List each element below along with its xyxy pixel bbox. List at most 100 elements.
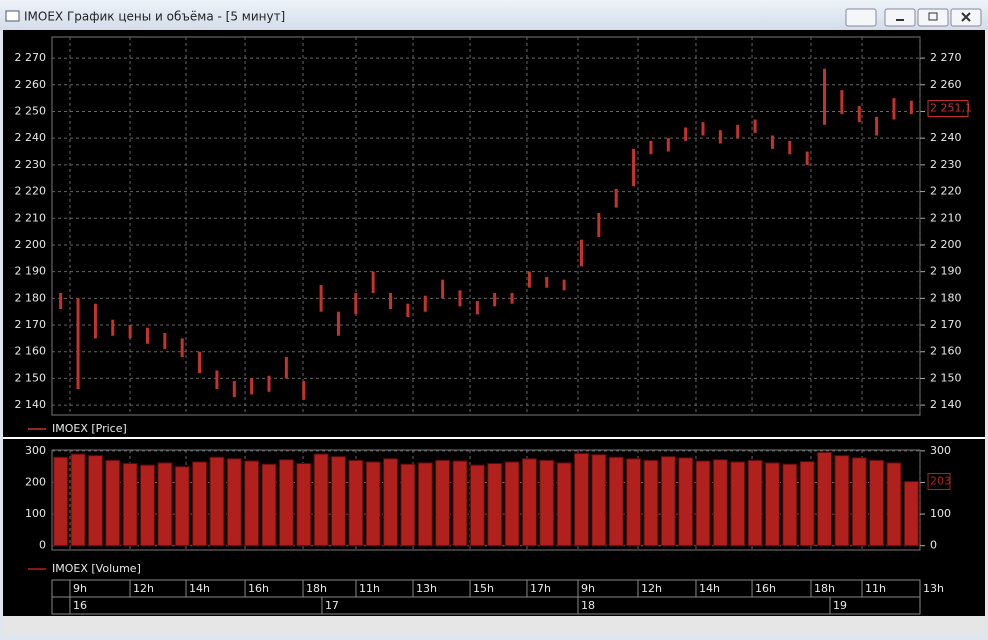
volume-bar bbox=[53, 456, 69, 547]
time-tick-label: 14h bbox=[189, 582, 210, 595]
volume-bar bbox=[521, 458, 537, 547]
volume-bar bbox=[157, 462, 173, 547]
volume-bar bbox=[747, 459, 763, 547]
time-tick-label: 12h bbox=[133, 582, 154, 595]
y-tick-label-right: 2 270 bbox=[930, 51, 962, 64]
time-tick-label: 16h bbox=[755, 582, 776, 595]
legend-label: IMOEX [Price] bbox=[52, 422, 127, 435]
y-tick-label-right: 2 200 bbox=[930, 238, 962, 251]
volume-bar bbox=[626, 458, 642, 547]
day-tick-label: 19 bbox=[833, 599, 847, 612]
volume-bar bbox=[643, 459, 659, 547]
volume-bar bbox=[851, 457, 867, 547]
volume-bar bbox=[313, 453, 329, 547]
volume-bar bbox=[556, 462, 572, 547]
y-tick-label: 2 160 bbox=[15, 345, 47, 358]
volume-bar bbox=[695, 460, 711, 547]
time-tick-label: 18h bbox=[814, 582, 835, 595]
last-value-box bbox=[927, 473, 951, 491]
volume-bar bbox=[591, 454, 607, 547]
volume-bar bbox=[712, 459, 728, 547]
volume-bar bbox=[417, 462, 433, 547]
time-tick-label: 9h bbox=[581, 582, 595, 595]
legend-label: IMOEX [Volume] bbox=[52, 562, 141, 575]
volume-bar bbox=[608, 456, 624, 547]
y-tick-label-right: 2 190 bbox=[930, 265, 962, 278]
volume-bar bbox=[244, 460, 260, 547]
time-tick-label: 11h bbox=[359, 582, 380, 595]
y-tick-label: 2 190 bbox=[15, 265, 47, 278]
time-tick-label: 18h bbox=[306, 582, 327, 595]
y-tick-label: 2 150 bbox=[15, 371, 47, 384]
volume-bar bbox=[504, 461, 520, 547]
y-tick-label-right: 0 bbox=[930, 539, 937, 552]
y-tick-label: 2 200 bbox=[15, 238, 47, 251]
time-tick-label: 13h bbox=[923, 582, 944, 595]
y-tick-label-right: 100 bbox=[930, 507, 951, 520]
y-tick-label: 2 170 bbox=[15, 318, 47, 331]
title-bar: IMOEX График цены и объёма - [5 минут] bbox=[0, 0, 988, 30]
volume-bar bbox=[817, 451, 833, 547]
volume-bar bbox=[886, 462, 902, 547]
volume-bar bbox=[678, 457, 694, 547]
volume-bar bbox=[435, 459, 451, 547]
volume-bar bbox=[296, 462, 312, 547]
volume-bar bbox=[105, 459, 121, 547]
last-value-label: 203 bbox=[930, 475, 951, 488]
time-tick-label: 13h bbox=[416, 582, 437, 595]
app-icon bbox=[5, 10, 20, 22]
volume-bar bbox=[799, 461, 815, 547]
time-tick-label: 11h bbox=[865, 582, 886, 595]
y-tick-label: 300 bbox=[25, 444, 46, 457]
volume-bar bbox=[903, 481, 919, 547]
y-tick-label-right: 300 bbox=[930, 444, 951, 457]
y-tick-label-right: 2 220 bbox=[930, 185, 962, 198]
time-tick-label: 16h bbox=[248, 582, 269, 595]
day-tick-label: 16 bbox=[73, 599, 87, 612]
pin-button[interactable] bbox=[845, 8, 877, 27]
scrollbar[interactable] bbox=[3, 616, 985, 634]
maximize-button[interactable] bbox=[917, 8, 949, 27]
y-tick-label: 2 180 bbox=[15, 291, 47, 304]
y-tick-label: 2 240 bbox=[15, 131, 47, 144]
y-tick-label: 2 260 bbox=[15, 78, 47, 91]
y-tick-label: 2 250 bbox=[15, 104, 47, 117]
time-tick-label: 14h bbox=[699, 582, 720, 595]
time-tick-label: 17h bbox=[530, 582, 551, 595]
time-tick-label: 9h bbox=[73, 582, 87, 595]
volume-bar bbox=[660, 456, 676, 547]
y-tick-label: 100 bbox=[25, 507, 46, 520]
volume-bar bbox=[261, 463, 277, 547]
volume-bar bbox=[573, 452, 589, 547]
volume-bar bbox=[782, 463, 798, 547]
day-tick-label: 18 bbox=[581, 599, 595, 612]
y-tick-label-right: 2 180 bbox=[930, 291, 962, 304]
volume-bar bbox=[539, 459, 555, 547]
minimize-button[interactable] bbox=[884, 8, 916, 27]
y-tick-label-right: 2 160 bbox=[930, 345, 962, 358]
y-tick-label-right: 2 260 bbox=[930, 78, 962, 91]
day-tick-label: 17 bbox=[325, 599, 339, 612]
volume-bar bbox=[209, 456, 225, 547]
time-tick-label: 15h bbox=[473, 582, 494, 595]
y-tick-label-right: 2 230 bbox=[930, 158, 962, 171]
plot-frame bbox=[51, 36, 921, 416]
volume-bar bbox=[330, 456, 346, 547]
volume-bar bbox=[469, 464, 485, 547]
volume-bar bbox=[764, 462, 780, 547]
y-tick-label: 200 bbox=[25, 475, 46, 488]
volume-bar bbox=[139, 464, 155, 547]
y-tick-label: 2 140 bbox=[15, 398, 47, 411]
y-tick-label-right: 2 140 bbox=[930, 398, 962, 411]
y-tick-label-right: 2 170 bbox=[930, 318, 962, 331]
volume-bar bbox=[122, 462, 138, 547]
last-value-label: 2 251,1 bbox=[930, 102, 972, 115]
volume-bar bbox=[452, 460, 468, 547]
y-tick-label-right: 2 240 bbox=[930, 131, 962, 144]
volume-bar bbox=[174, 466, 190, 547]
volume-bar bbox=[70, 453, 86, 547]
volume-bar bbox=[278, 459, 294, 547]
y-tick-label-right: 2 210 bbox=[930, 211, 962, 224]
volume-bar bbox=[365, 461, 381, 547]
volume-bar bbox=[348, 459, 364, 547]
